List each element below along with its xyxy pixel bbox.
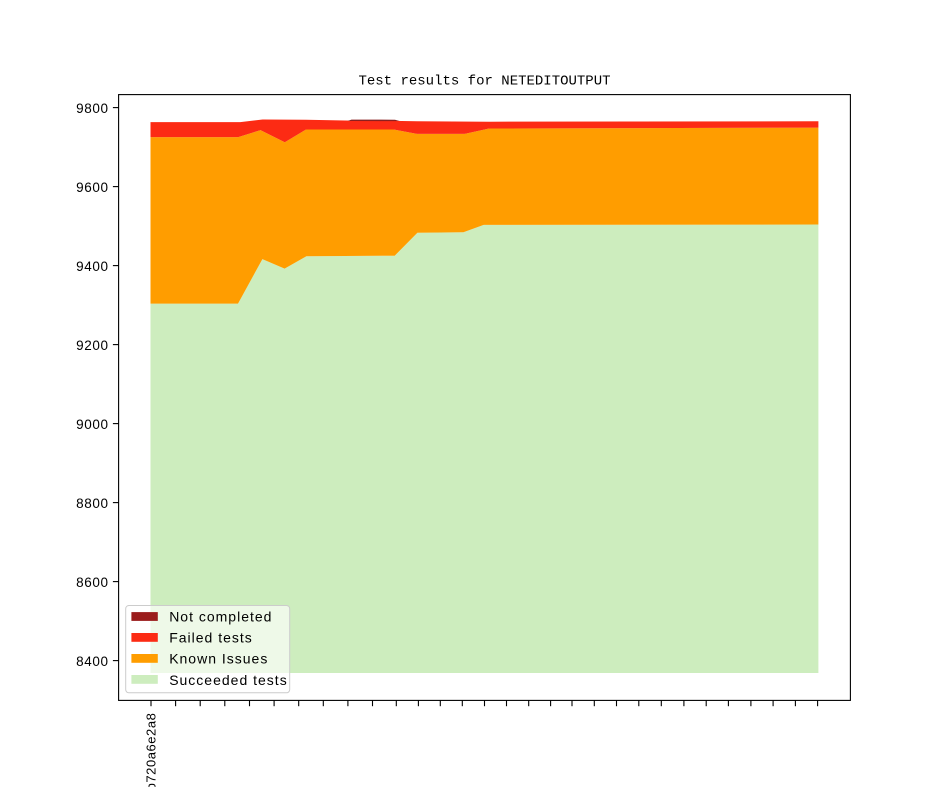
svg-text:9400: 9400 bbox=[76, 259, 108, 274]
svg-text:8600: 8600 bbox=[76, 575, 108, 590]
svg-text:Known Issues: Known Issues bbox=[169, 651, 268, 667]
svg-text:9000: 9000 bbox=[76, 417, 108, 432]
svg-text:8800: 8800 bbox=[76, 496, 108, 511]
svg-text:Not completed: Not completed bbox=[169, 608, 272, 624]
svg-text:v1_24_0-1079-9b720a6e2a8: v1_24_0-1079-9b720a6e2a8 bbox=[143, 713, 158, 787]
svg-text:8400: 8400 bbox=[76, 654, 108, 669]
svg-text:Test results for NETEDITOUTPUT: Test results for NETEDITOUTPUT bbox=[358, 74, 610, 90]
svg-text:Succeeded tests: Succeeded tests bbox=[169, 672, 288, 688]
svg-text:9200: 9200 bbox=[76, 338, 108, 353]
svg-text:9600: 9600 bbox=[76, 180, 108, 195]
svg-text:9800: 9800 bbox=[76, 101, 108, 116]
svg-text:Failed tests: Failed tests bbox=[169, 630, 253, 646]
